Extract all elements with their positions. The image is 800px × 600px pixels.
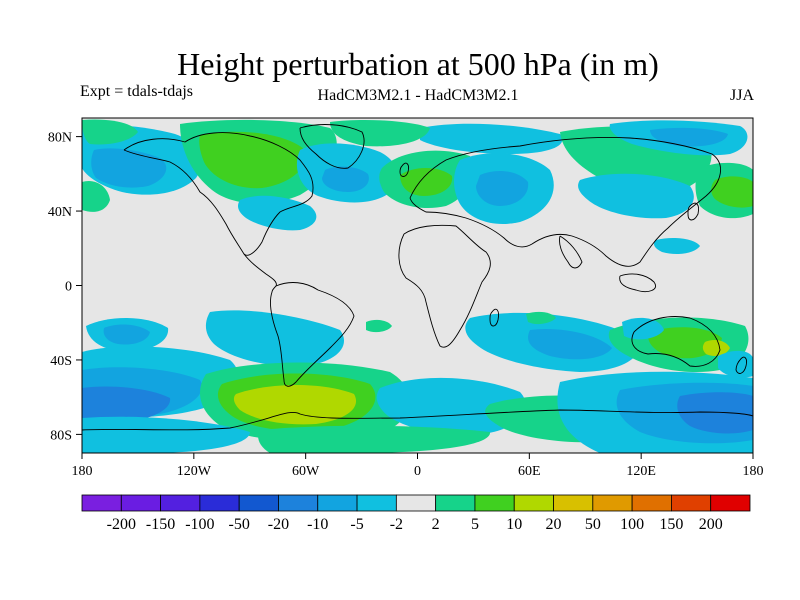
longitude-axis: 180 120W 60W 0 60E 120E 180: [72, 453, 764, 479]
contour-australia-green-core: [647, 327, 722, 359]
colorbar-swatch: [120, 494, 161, 512]
contour-southern-ocean-blue-west-core: [82, 386, 171, 423]
coastline-madagascar: [489, 308, 499, 327]
colorbar-swatch: [81, 494, 122, 512]
coastline-se-asia-islands: [619, 273, 656, 293]
colorbar-label: -20: [268, 516, 289, 533]
lat-tick-label: 40N: [48, 205, 72, 220]
colorbar-swatch: [395, 494, 437, 512]
coastline-australia: [631, 316, 721, 367]
contour-field: [82, 118, 753, 453]
contour-europe-green-core: [400, 167, 453, 196]
contour-south-atlantic-green: [366, 319, 392, 333]
lon-tick-label: 180: [72, 464, 93, 479]
contour-india-blue: [654, 238, 700, 254]
colorbar-label: -50: [229, 516, 250, 533]
colorbar-label: 200: [699, 516, 723, 533]
lon-tick-label: 180: [743, 464, 764, 479]
contour-weddell-yellow: [233, 385, 357, 425]
contour-arctic-green: [330, 120, 430, 147]
lon-tick-label: 0: [414, 464, 421, 479]
colorbar-label: -2: [390, 516, 403, 533]
coastline-central-america: [243, 253, 277, 287]
lon-tick-label: 60E: [518, 464, 541, 479]
colorbar-label: -5: [350, 516, 363, 533]
contour-nw-pacific-green: [82, 119, 138, 145]
contour-antarctic-blue: [82, 416, 250, 453]
contour-siberia-blue-core: [650, 127, 728, 147]
lon-tick-label: 60W: [292, 464, 320, 479]
coastline-eurasia: [409, 137, 721, 267]
colorbar-swatch: [710, 494, 751, 512]
lat-tick-label: 80N: [48, 131, 72, 146]
colorbar-swatch: [317, 494, 358, 512]
contour-arctic-blue: [420, 123, 563, 154]
contour-australia-blue: [622, 317, 664, 340]
lat-tick-label: 0: [65, 280, 72, 295]
contour-east-asia-green-core: [711, 176, 753, 208]
colorbar-label: 100: [620, 516, 644, 533]
coastline-greenland: [299, 124, 365, 169]
coastline-south-america: [269, 282, 355, 387]
contour-south-africa-blue-core: [528, 328, 612, 360]
colorbar-swatch: [160, 494, 201, 512]
contour-spac-blue-core: [103, 324, 150, 345]
colorbar-swatch: [553, 494, 594, 512]
model-label: HadCM3M2.1 - HadCM3M2.1: [317, 87, 519, 104]
colorbar-label: 10: [506, 516, 522, 533]
lat-tick-label: 40S: [50, 354, 72, 369]
contour-southern-ocean-blue-east-core: [677, 392, 753, 434]
lon-tick-label: 120W: [177, 464, 212, 479]
contour-na-pacific-core: [91, 148, 167, 188]
colorbar-label: -100: [185, 516, 214, 533]
colorbar-label: -200: [107, 516, 136, 533]
colorbar-label: 50: [585, 516, 601, 533]
contour-patagonia-blue: [205, 310, 345, 367]
colorbar-label: 5: [471, 516, 479, 533]
colorbar-swatch: [474, 494, 515, 512]
contour-south-indian-green: [526, 311, 556, 325]
colorbar-label: -150: [146, 516, 175, 533]
coastline-north-america: [123, 132, 314, 256]
contour-antarctic-green: [258, 425, 491, 453]
coastline-india: [559, 235, 583, 269]
colorbar-swatch: [356, 494, 397, 512]
coastline-new-zealand: [735, 356, 747, 374]
contour-australia-yellow: [702, 340, 730, 356]
coastline-uk: [399, 162, 409, 177]
contour-s-atlantic-blue: [376, 377, 527, 436]
colorbar-swatch: [199, 494, 240, 512]
colorbar-swatch: [631, 494, 672, 512]
colorbar-label: 20: [546, 516, 562, 533]
lon-tick-label: 120E: [626, 464, 656, 479]
colorbar-swatch: [278, 494, 319, 512]
latitude-axis: 80N 40N 0 40S 80S: [48, 131, 82, 443]
coastline-antarctica: [82, 409, 753, 431]
lat-tick-label: 80S: [50, 428, 72, 443]
contour-china-blue: [578, 173, 694, 219]
colorbar-label: 2: [432, 516, 440, 533]
contour-russia-blue-core: [476, 170, 529, 206]
colorbar-swatch: [671, 494, 712, 512]
colorbar-swatch: [238, 494, 279, 512]
colorbar-swatch: [513, 494, 554, 512]
experiment-label: Expt = tdals-tdajs: [80, 83, 194, 100]
coastline-africa: [398, 224, 491, 348]
coastline-japan: [687, 202, 699, 221]
coastlines: [82, 124, 753, 431]
map-title: Height perturbation at 500 hPa (in m): [177, 46, 659, 82]
colorbar-swatch: [592, 494, 633, 512]
colorbar-label: -10: [307, 516, 328, 533]
contour-nw-atlantic-green: [82, 180, 110, 212]
colorbar-swatch: [435, 494, 476, 512]
colorbar: -200 -150 -100 -50 -20 -10 -5 -2 2 5 10 20 50 100 150 2…: [81, 494, 751, 533]
contour-west-atlantic-blue: [238, 195, 317, 231]
colorbar-label: 150: [659, 516, 683, 533]
contour-natl-blue-core: [322, 166, 369, 192]
season-label: JJA: [729, 87, 754, 104]
